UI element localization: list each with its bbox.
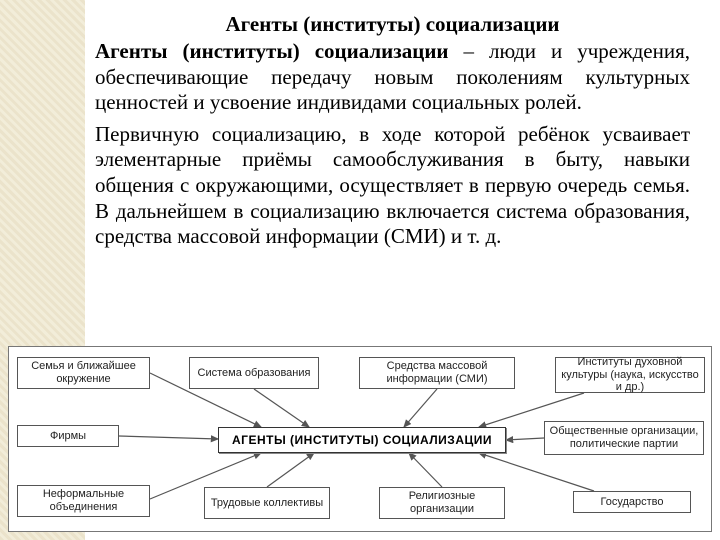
diagram-node: Трудовые коллективы <box>204 487 330 519</box>
paragraph-body: Первичную социализацию, в ходе которой р… <box>95 122 690 250</box>
diagram-node: Фирмы <box>17 425 119 447</box>
socialization-agents-diagram: АГЕНТЫ (ИНСТИТУТЫ) СОЦИАЛИЗАЦИИ Семья и … <box>8 346 712 532</box>
text-content: Агенты (институты) социализации Агенты (… <box>95 12 690 256</box>
diagram-node: Неформальные объединения <box>17 485 150 517</box>
paragraph-definition: Агенты (институты) социализации – люди и… <box>95 39 690 116</box>
diagram-node: Семья и ближайшее окружение <box>17 357 150 389</box>
diagram-node: Система образования <box>189 357 319 389</box>
diagram-node: Институты духовной культуры (наука, иску… <box>555 357 705 393</box>
diagram-node: Государство <box>573 491 691 513</box>
diagram-node: Средства массовой информации (СМИ) <box>359 357 515 389</box>
page-title: Агенты (институты) социализации <box>95 12 690 37</box>
diagram-center-node: АГЕНТЫ (ИНСТИТУТЫ) СОЦИАЛИЗАЦИИ <box>218 427 506 453</box>
diagram-node: Общественные организации, политические п… <box>544 421 704 455</box>
term: Агенты (институты) социализации <box>95 39 449 63</box>
diagram-node: Религиозные организации <box>379 487 505 519</box>
